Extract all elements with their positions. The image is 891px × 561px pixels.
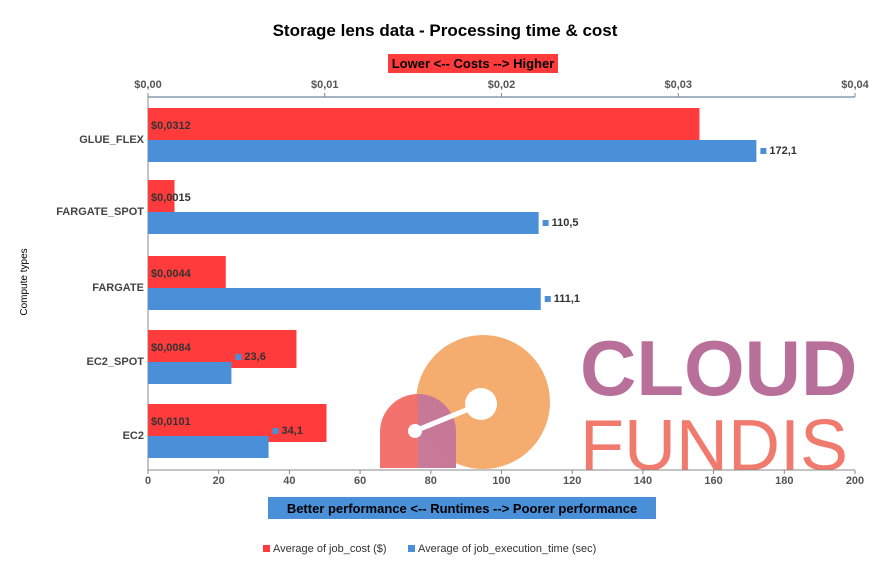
- category-label: FARGATE: [92, 282, 144, 294]
- plot-area: $0,00 $0,01 $0,02 $0,03 $0,04 0 20 40 60 80 100 120…: [56, 79, 869, 487]
- top-axis-tick-label: $0,04: [841, 79, 869, 91]
- logo-node-large: [465, 388, 497, 420]
- bar-cost: [148, 256, 226, 294]
- data-label-marker: [544, 296, 551, 302]
- bar-runtime: [148, 140, 757, 162]
- data-label-cost: $0,0312: [151, 120, 191, 132]
- bottom-axis-tick-label: 60: [354, 475, 366, 487]
- category-label: EC2_SPOT: [87, 356, 145, 368]
- data-label-runtime: 110,5: [552, 217, 579, 229]
- cost-banner-bg: [388, 54, 558, 73]
- bottom-axis-tick-label: 180: [775, 475, 793, 487]
- bar-runtime: [148, 436, 269, 458]
- data-label-marker: [272, 428, 279, 434]
- data-label-cost: $0,0084: [151, 342, 192, 354]
- top-axis-tick-label: $0,03: [664, 79, 692, 91]
- bottom-axis-tick-label: 140: [634, 475, 652, 487]
- top-axis-tick-label: $0,00: [134, 79, 162, 91]
- logo-node-small: [408, 424, 422, 438]
- bottom-axis-tick-label: 100: [492, 475, 510, 487]
- cost-banner: Lower <-- Costs --> Higher: [392, 56, 555, 71]
- bar-cost: [148, 108, 700, 146]
- data-label-runtime: 23,6: [244, 351, 265, 363]
- bar-cost: [148, 180, 175, 218]
- top-axis-tick-label: $0,01: [311, 79, 339, 91]
- legend-label-cost: Average of job_cost ($): [273, 543, 387, 555]
- data-label-marker: [235, 354, 242, 360]
- legend-label-runtime: Average of job_execution_time (sec): [418, 543, 596, 555]
- bar-runtime: [148, 288, 541, 310]
- bottom-axis-tick-label: 80: [425, 475, 437, 487]
- category-label: GLUE_FLEX: [79, 134, 144, 146]
- bottom-axis-tick-label: 0: [145, 475, 151, 487]
- runtime-banner-bg: [268, 497, 656, 519]
- y-axis-label: Compute types: [19, 248, 30, 315]
- legend-swatch-cost: [263, 545, 270, 552]
- logo-text-cloud: CLOUD: [580, 324, 857, 412]
- data-label-cost: $0,0101: [151, 416, 191, 428]
- logo-overlap-shape: [418, 394, 456, 468]
- data-label-runtime: 111,1: [554, 293, 580, 305]
- category-label: FARGATE_SPOT: [56, 206, 144, 218]
- bottom-axis-tick-label: 40: [283, 475, 295, 487]
- data-label-runtime: 172,1: [769, 145, 797, 157]
- data-label-marker: [542, 220, 549, 226]
- category-label: EC2: [123, 430, 144, 442]
- data-label-cost: $0,0015: [151, 192, 191, 204]
- data-label-marker: [760, 148, 767, 154]
- bar-runtime: [148, 362, 232, 384]
- bottom-axis-tick-label: 120: [563, 475, 581, 487]
- chart-title: Storage lens data - Processing time & co…: [273, 21, 618, 40]
- legend: Average of job_cost ($) Average of job_e…: [263, 543, 596, 555]
- data-label-runtime: 34,1: [282, 425, 303, 437]
- bar-cost: [148, 330, 297, 368]
- bar-runtime: [148, 212, 539, 234]
- top-axis-tick-label: $0,02: [488, 79, 516, 91]
- runtime-banner: Better performance <-- Runtimes --> Poor…: [287, 501, 637, 516]
- bottom-axis-tick-label: 160: [704, 475, 722, 487]
- legend-swatch-runtime: [408, 545, 415, 552]
- bottom-axis-tick-label: 20: [213, 475, 225, 487]
- data-label-cost: $0,0044: [151, 268, 192, 280]
- bottom-axis-tick-label: 200: [846, 475, 864, 487]
- bar-cost: [148, 404, 327, 442]
- cloudfundis-logo: CLOUD FUNDIS: [380, 324, 857, 486]
